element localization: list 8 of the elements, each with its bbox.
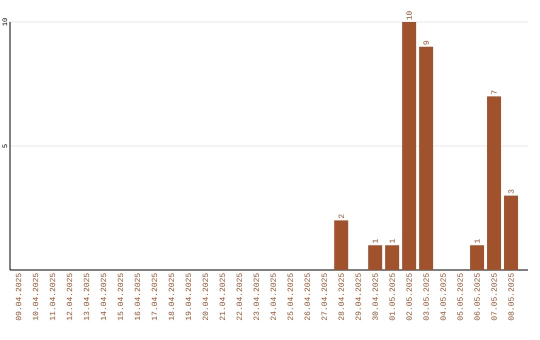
bar bbox=[402, 22, 416, 270]
bar bbox=[385, 245, 400, 270]
bar bbox=[504, 196, 518, 270]
bar bbox=[419, 46, 434, 270]
bar bbox=[470, 245, 484, 270]
bar bbox=[368, 245, 382, 270]
bar bbox=[334, 220, 348, 270]
bar bbox=[487, 96, 502, 270]
